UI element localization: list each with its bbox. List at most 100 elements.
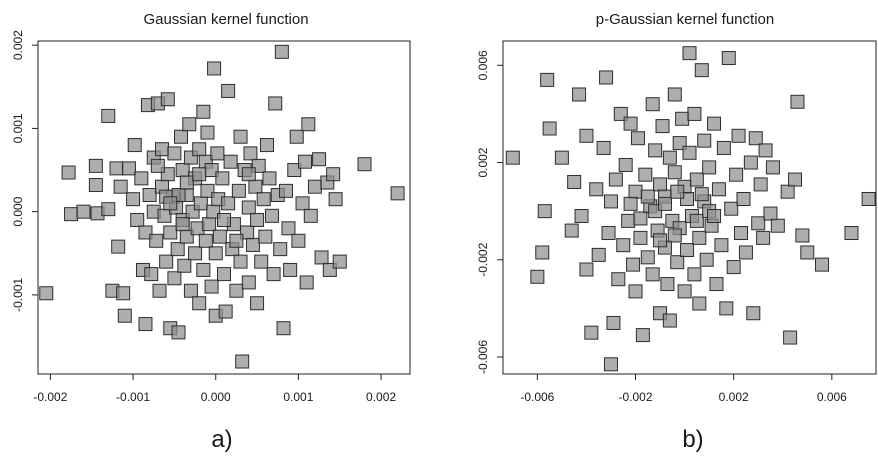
panel-b-point xyxy=(655,119,670,134)
panel-a-point xyxy=(157,208,172,223)
panel-a-point xyxy=(241,167,256,182)
panel-a-point xyxy=(117,308,132,323)
panel-a-point xyxy=(243,146,258,161)
panel-b-point xyxy=(628,184,643,199)
panel-a-point xyxy=(266,267,281,282)
panel-b-point xyxy=(675,111,690,126)
panel-b-point xyxy=(603,194,618,209)
panel-b-point xyxy=(540,72,555,87)
panel-a-point xyxy=(262,171,277,186)
panel-b-point xyxy=(640,189,655,204)
panel-b-points xyxy=(505,46,876,372)
panel-b-point xyxy=(758,143,773,158)
panel-a-y-tick-label: 0.000 xyxy=(11,196,25,226)
panel-a-point xyxy=(218,304,233,319)
panel-a-point xyxy=(179,175,194,190)
panel-a-point xyxy=(150,158,165,173)
panel-b-point xyxy=(660,277,675,292)
panel-a-point xyxy=(159,254,174,269)
panel-a-point xyxy=(177,258,192,273)
panel-b-x-tick-label: 0.002 xyxy=(719,390,749,404)
panel-a-point xyxy=(307,179,322,194)
panel-b-point xyxy=(599,70,614,85)
panel-b-point xyxy=(746,306,761,321)
panel-a-point xyxy=(167,271,182,286)
panel-b-point xyxy=(707,116,722,131)
panel-b-point xyxy=(689,213,704,228)
panel-a-x-tick-label: 0.000 xyxy=(201,390,231,404)
panel-b-y-tick-label: 0.006 xyxy=(476,50,490,80)
panel-b-point xyxy=(687,267,702,282)
panel-a-point xyxy=(160,92,175,107)
panel-a-point xyxy=(241,275,256,290)
panel-a-point xyxy=(314,250,329,265)
panel-b-scatter: p-Gaussian kernel function -0.006 -0.002 0… xyxy=(476,11,877,453)
panel-b-point xyxy=(670,255,685,270)
panel-a-plot-frame xyxy=(37,40,411,375)
panel-b-point xyxy=(645,97,660,112)
panel-a-point xyxy=(101,108,116,123)
panel-b-point xyxy=(694,187,709,202)
panel-a-point xyxy=(192,167,207,182)
panel-a-point xyxy=(196,104,211,119)
panel-a-point xyxy=(233,129,248,144)
panel-a-point xyxy=(182,117,197,132)
panel-a-point xyxy=(116,286,131,301)
panel-a-point xyxy=(231,183,246,198)
panel-b-point xyxy=(623,196,638,211)
panel-a-point xyxy=(303,208,318,223)
panel-a-axes: -0.002 -0.001 0.000 0.001 0.002 -0.001 0.000 0.… xyxy=(11,30,396,404)
panel-b-point xyxy=(677,284,692,299)
panel-b-y-tick-label: -0.002 xyxy=(476,242,490,276)
panel-b-point xyxy=(756,230,771,245)
panel-b-point xyxy=(554,150,569,165)
panel-a-point xyxy=(134,171,149,186)
panel-b-plot-frame xyxy=(502,40,877,375)
panel-a-point xyxy=(298,154,313,169)
panel-a-point xyxy=(152,283,167,298)
panel-a-point xyxy=(200,125,215,140)
panel-b-point xyxy=(682,46,697,61)
panel-b-point xyxy=(844,226,859,241)
panel-a-point xyxy=(138,225,153,240)
panel-b-point xyxy=(861,191,876,206)
panel-a-point xyxy=(248,179,263,194)
panel-a-point xyxy=(233,254,248,269)
panel-a-point xyxy=(291,233,306,248)
panel-a-point xyxy=(202,217,217,232)
panel-a-point xyxy=(279,183,293,198)
panel-a-point xyxy=(215,171,230,186)
panel-a-point xyxy=(245,237,260,252)
panel-b-point xyxy=(626,257,641,272)
panel-b-point xyxy=(645,267,660,282)
panel-b-point xyxy=(687,106,702,121)
panel-b-point xyxy=(702,160,717,175)
panel-b-point xyxy=(763,206,778,221)
panel-b-point xyxy=(572,87,587,102)
panel-b-point xyxy=(729,167,744,182)
panel-b-label: b) xyxy=(682,426,703,453)
panel-b-point xyxy=(611,272,626,287)
panel-b-point xyxy=(630,131,645,146)
panel-a-point xyxy=(283,262,298,277)
panel-b-point xyxy=(653,233,668,248)
panel-a-point xyxy=(127,138,142,153)
panel-a-point xyxy=(126,192,141,207)
panel-a-point xyxy=(229,233,244,248)
panel-b-point xyxy=(579,262,594,277)
panel-a-point xyxy=(64,207,79,222)
panel-a-point xyxy=(111,239,126,254)
panel-b-point xyxy=(628,284,643,299)
panel-a-point xyxy=(192,296,207,311)
panel-b-point xyxy=(591,247,606,262)
panel-b-point xyxy=(623,116,638,131)
panel-b-point xyxy=(770,218,785,233)
panel-b-point xyxy=(734,226,749,241)
panel-a-point xyxy=(312,152,327,167)
panel-b-point xyxy=(535,245,550,260)
panel-b-point xyxy=(530,269,545,284)
panel-b-point xyxy=(765,160,780,175)
panel-b-point xyxy=(657,196,672,211)
panel-b-point xyxy=(653,177,668,192)
